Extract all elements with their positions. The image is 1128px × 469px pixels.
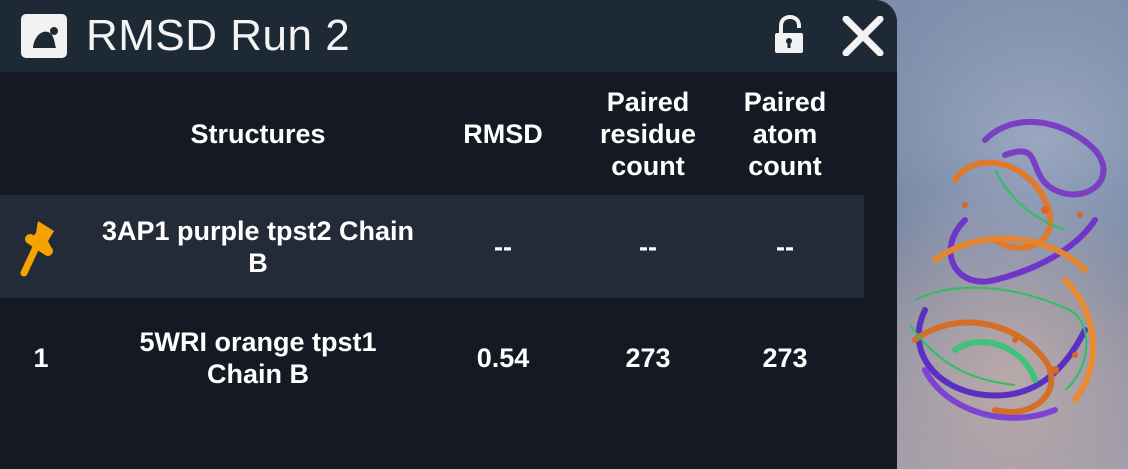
- header-paired-atom-count: Paired atom count: [743, 86, 827, 181]
- header-rmsd: RMSD: [463, 118, 543, 149]
- cell-atom-count: --: [776, 231, 794, 262]
- close-icon[interactable]: [842, 15, 884, 57]
- cell-residue-count: 273: [625, 343, 671, 373]
- rmsd-panel: RMSD Run 2 Structures RMSD Paired residu…: [0, 0, 897, 469]
- header-structures: Structures: [190, 118, 326, 149]
- image-icon: [21, 14, 67, 58]
- cell-residue-count: --: [639, 231, 657, 262]
- unlock-icon[interactable]: [772, 14, 806, 55]
- window-title: RMSD Run 2: [86, 11, 351, 60]
- scroll-gutter: [864, 72, 897, 469]
- protein-structure-render[interactable]: [895, 110, 1128, 440]
- titlebar[interactable]: RMSD Run 2: [0, 0, 897, 72]
- row-number: 1: [33, 343, 49, 373]
- cell-structure: 3AP1 purple tpst2 Chain B: [101, 215, 415, 278]
- header-paired-residue-count: Paired residue count: [599, 86, 697, 181]
- cell-rmsd: --: [494, 231, 512, 262]
- cell-atom-count: 273: [762, 343, 808, 373]
- cell-rmsd: 0.54: [476, 343, 530, 373]
- table-row[interactable]: 1 5WRI orange tpst1 Chain B 0.54 273 273: [0, 298, 864, 418]
- table-row-pinned[interactable]: 3AP1 purple tpst2 Chain B -- -- --: [0, 195, 864, 298]
- cell-structure: 5WRI orange tpst1 Chain B: [139, 327, 377, 389]
- pin-icon[interactable]: [18, 217, 64, 277]
